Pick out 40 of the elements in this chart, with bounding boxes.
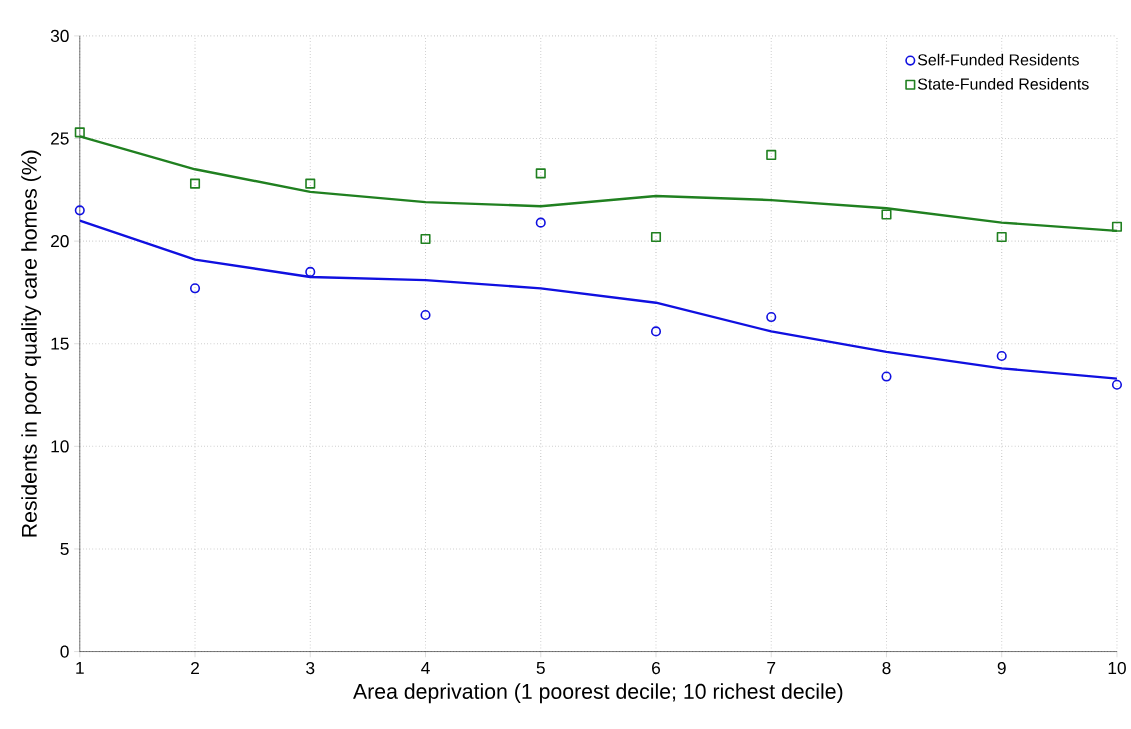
x-tick-label: 2	[191, 662, 199, 675]
point	[305, 178, 316, 189]
x-tick-label: 10	[1108, 662, 1126, 675]
y-tick-label: 15	[51, 337, 69, 350]
y-tick-label: 25	[51, 132, 69, 145]
y-tick-label: 5	[60, 543, 69, 556]
point	[766, 312, 777, 323]
x-tick-label: 6	[652, 662, 661, 675]
point	[881, 371, 892, 382]
y-tick-label: 30	[50, 29, 69, 43]
point	[881, 209, 892, 220]
point	[996, 232, 1007, 243]
y-tick-label: 10	[51, 440, 69, 453]
point	[650, 232, 662, 243]
point	[1111, 221, 1123, 232]
x-tick-label: 7	[767, 662, 776, 674]
point	[189, 178, 201, 189]
y-tick-label: 0	[60, 645, 69, 658]
legend-label: Self-Funded Residents	[917, 53, 1079, 66]
y-axis-title: Residents in poor quality care homes (%)	[21, 150, 42, 537]
point	[1111, 379, 1123, 390]
x-axis-title: Area deprivation (1 poorest decile; 10 richest decile)	[353, 683, 843, 704]
point	[74, 127, 85, 138]
y-tick-label: 20	[51, 235, 69, 248]
point	[420, 234, 431, 245]
x-tick-label: 8	[882, 662, 891, 675]
point	[189, 283, 201, 294]
point	[996, 351, 1007, 362]
point	[74, 205, 85, 216]
x-tick-label: 4	[421, 662, 430, 674]
x-tick-label: 1	[76, 662, 84, 674]
x-tick-label: 5	[536, 662, 545, 675]
x-tick-label: 9	[997, 662, 1006, 675]
point	[535, 168, 546, 179]
point	[766, 150, 777, 161]
point	[650, 326, 662, 337]
x-tick-label: 3	[306, 662, 315, 675]
legend-label: State-Funded Residents	[917, 78, 1089, 90]
point	[535, 217, 546, 228]
point	[420, 310, 431, 321]
